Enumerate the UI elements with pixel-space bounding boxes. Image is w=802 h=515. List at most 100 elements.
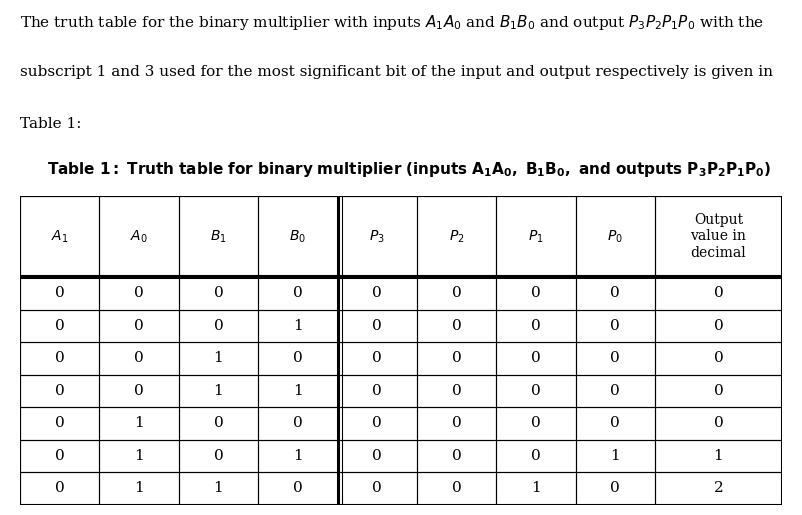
Text: 0: 0 bbox=[213, 319, 223, 333]
Text: 0: 0 bbox=[714, 319, 723, 333]
Text: 0: 0 bbox=[531, 286, 541, 300]
Bar bbox=[496, 472, 576, 505]
Bar bbox=[99, 310, 179, 342]
Text: 0: 0 bbox=[452, 384, 461, 398]
Bar bbox=[258, 277, 338, 310]
Text: $A_0$: $A_0$ bbox=[130, 228, 148, 245]
Text: 1: 1 bbox=[293, 319, 302, 333]
Text: 1: 1 bbox=[213, 482, 223, 495]
Text: $A_1$: $A_1$ bbox=[51, 228, 68, 245]
Bar bbox=[179, 472, 258, 505]
Bar bbox=[496, 277, 576, 310]
Text: 1: 1 bbox=[293, 384, 302, 398]
Text: 0: 0 bbox=[610, 417, 620, 431]
Bar bbox=[655, 310, 782, 342]
Bar bbox=[417, 440, 496, 472]
Bar bbox=[417, 342, 496, 374]
Bar bbox=[655, 196, 782, 277]
Text: 1: 1 bbox=[213, 351, 223, 365]
Text: 0: 0 bbox=[55, 417, 65, 431]
Bar bbox=[338, 342, 417, 374]
Text: 0: 0 bbox=[452, 449, 461, 463]
Text: 0: 0 bbox=[293, 417, 302, 431]
Text: 0: 0 bbox=[714, 351, 723, 365]
Text: 2: 2 bbox=[714, 482, 723, 495]
Text: 0: 0 bbox=[452, 417, 461, 431]
Text: 0: 0 bbox=[531, 319, 541, 333]
Bar bbox=[179, 196, 258, 277]
Text: 0: 0 bbox=[55, 319, 65, 333]
Bar bbox=[258, 310, 338, 342]
Text: 0: 0 bbox=[531, 351, 541, 365]
Text: 0: 0 bbox=[55, 286, 65, 300]
Text: 0: 0 bbox=[531, 417, 541, 431]
Bar bbox=[576, 196, 655, 277]
Text: 0: 0 bbox=[531, 384, 541, 398]
Bar bbox=[258, 196, 338, 277]
Bar bbox=[655, 342, 782, 374]
Bar bbox=[496, 310, 576, 342]
Text: 1: 1 bbox=[134, 449, 144, 463]
Bar bbox=[655, 407, 782, 440]
Bar bbox=[338, 310, 417, 342]
Text: 1: 1 bbox=[134, 417, 144, 431]
Text: 0: 0 bbox=[372, 286, 382, 300]
Bar bbox=[338, 472, 417, 505]
Bar bbox=[417, 277, 496, 310]
Text: 0: 0 bbox=[134, 319, 144, 333]
Text: 1: 1 bbox=[293, 449, 302, 463]
Text: Table 1:: Table 1: bbox=[20, 117, 82, 131]
Text: 0: 0 bbox=[452, 286, 461, 300]
Bar bbox=[338, 277, 417, 310]
Text: 0: 0 bbox=[372, 449, 382, 463]
Bar bbox=[20, 472, 99, 505]
Text: 1: 1 bbox=[714, 449, 723, 463]
Text: 0: 0 bbox=[134, 384, 144, 398]
Text: 0: 0 bbox=[610, 351, 620, 365]
Bar bbox=[179, 277, 258, 310]
Bar bbox=[99, 440, 179, 472]
Text: 0: 0 bbox=[372, 351, 382, 365]
Text: 1: 1 bbox=[531, 482, 541, 495]
Text: 0: 0 bbox=[55, 449, 65, 463]
Bar bbox=[258, 472, 338, 505]
Bar bbox=[338, 440, 417, 472]
Text: 0: 0 bbox=[372, 482, 382, 495]
Text: 0: 0 bbox=[55, 384, 65, 398]
Bar bbox=[179, 407, 258, 440]
Bar bbox=[576, 277, 655, 310]
Text: 0: 0 bbox=[55, 482, 65, 495]
Bar bbox=[576, 342, 655, 374]
Bar bbox=[179, 440, 258, 472]
Text: 0: 0 bbox=[610, 319, 620, 333]
Bar bbox=[20, 407, 99, 440]
Bar bbox=[576, 440, 655, 472]
Bar bbox=[338, 374, 417, 407]
Bar bbox=[20, 440, 99, 472]
Text: 0: 0 bbox=[293, 351, 302, 365]
Bar bbox=[20, 196, 99, 277]
Bar bbox=[99, 374, 179, 407]
Text: 0: 0 bbox=[714, 286, 723, 300]
Bar bbox=[179, 310, 258, 342]
Bar bbox=[99, 196, 179, 277]
Bar bbox=[496, 374, 576, 407]
Bar bbox=[258, 374, 338, 407]
Bar bbox=[179, 374, 258, 407]
Text: 0: 0 bbox=[213, 417, 223, 431]
Bar bbox=[338, 196, 417, 277]
Bar bbox=[417, 196, 496, 277]
Bar bbox=[655, 472, 782, 505]
Bar bbox=[20, 342, 99, 374]
Bar bbox=[417, 472, 496, 505]
Text: 0: 0 bbox=[714, 384, 723, 398]
Bar bbox=[20, 374, 99, 407]
Text: 0: 0 bbox=[213, 286, 223, 300]
Bar bbox=[655, 440, 782, 472]
Bar bbox=[655, 277, 782, 310]
Text: 1: 1 bbox=[213, 384, 223, 398]
Bar bbox=[258, 407, 338, 440]
Bar bbox=[258, 440, 338, 472]
Text: 0: 0 bbox=[452, 482, 461, 495]
Text: Output
value in
decimal: Output value in decimal bbox=[691, 213, 747, 260]
